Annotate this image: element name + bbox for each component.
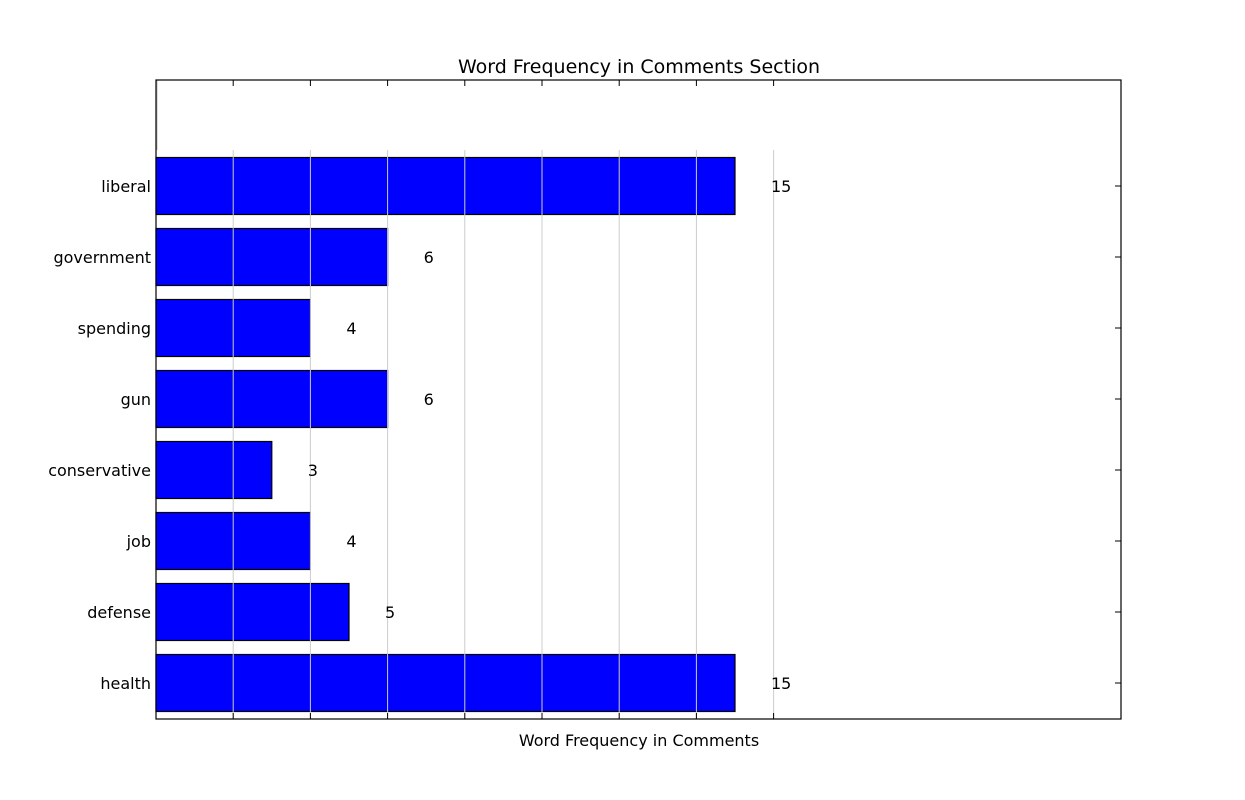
bar-defense	[155, 582, 350, 642]
y-tick-label-government: government	[53, 248, 151, 267]
y-tick-label-defense: defense	[87, 603, 151, 622]
value-labels: 15 6 4 6 3 4 5 15	[308, 177, 792, 693]
chart-title: Word Frequency in Comments Section	[458, 56, 820, 78]
x-axis-label: Word Frequency in Comments	[519, 731, 759, 750]
bars-layer	[155, 156, 736, 713]
bar-liberal	[155, 156, 736, 216]
y-tick-labels: liberal government spending gun conservative…	[48, 177, 151, 693]
y-tick-label-health: health	[100, 674, 151, 693]
value-label-job: 4	[346, 532, 356, 551]
bar-health	[155, 653, 736, 713]
value-label-liberal: 15	[771, 177, 791, 196]
y-tick-label-conservative: conservative	[48, 461, 151, 480]
bar-conservative	[155, 440, 273, 500]
value-label-gun: 6	[424, 390, 434, 409]
y-tick-label-gun: gun	[121, 390, 151, 409]
bar-gun	[155, 369, 389, 429]
y-tick-label-spending: spending	[78, 319, 151, 338]
ticks-layer	[232, 80, 1121, 719]
value-label-spending: 4	[346, 319, 356, 338]
value-label-government: 6	[424, 248, 434, 267]
bar-government	[155, 227, 389, 287]
y-tick-label-job: job	[126, 532, 151, 551]
y-tick-label-liberal: liberal	[101, 177, 151, 196]
value-label-health: 15	[771, 674, 791, 693]
value-label-defense: 5	[385, 603, 395, 622]
value-label-conservative: 3	[308, 461, 318, 480]
